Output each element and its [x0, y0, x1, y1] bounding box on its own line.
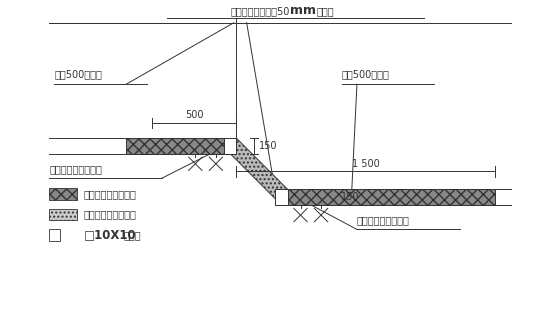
Text: 150: 150: [259, 141, 277, 151]
Text: 150: 150: [340, 192, 359, 202]
Text: 的方木: 的方木: [124, 230, 141, 240]
Bar: [275, 189, 288, 205]
Text: 第一次浇筑平面垫层: 第一次浇筑平面垫层: [83, 189, 137, 199]
Text: 放上500控制线: 放上500控制线: [54, 69, 102, 79]
Text: 的圆弧: 的圆弧: [317, 6, 334, 16]
Text: 500: 500: [185, 110, 203, 120]
Bar: [288, 189, 496, 205]
Text: □10X10: □10X10: [83, 229, 136, 242]
Polygon shape: [226, 138, 288, 200]
Bar: [223, 138, 236, 153]
Text: 插上钢筋以固定方木: 插上钢筋以固定方木: [49, 164, 102, 174]
Bar: [49, 188, 77, 200]
Text: 阴阳角要控制半径50: 阴阳角要控制半径50: [231, 6, 290, 16]
Bar: [49, 209, 77, 220]
Text: 放上500控制线: 放上500控制线: [342, 69, 389, 79]
Text: mm: mm: [290, 4, 316, 16]
Text: 1 500: 1 500: [352, 159, 380, 169]
Text: 插上钢筋以固定方木: 插上钢筋以固定方木: [357, 215, 410, 225]
Bar: [49, 229, 60, 241]
Text: 第二次浇筑斜面垫层: 第二次浇筑斜面垫层: [83, 210, 137, 220]
Bar: [126, 138, 223, 153]
